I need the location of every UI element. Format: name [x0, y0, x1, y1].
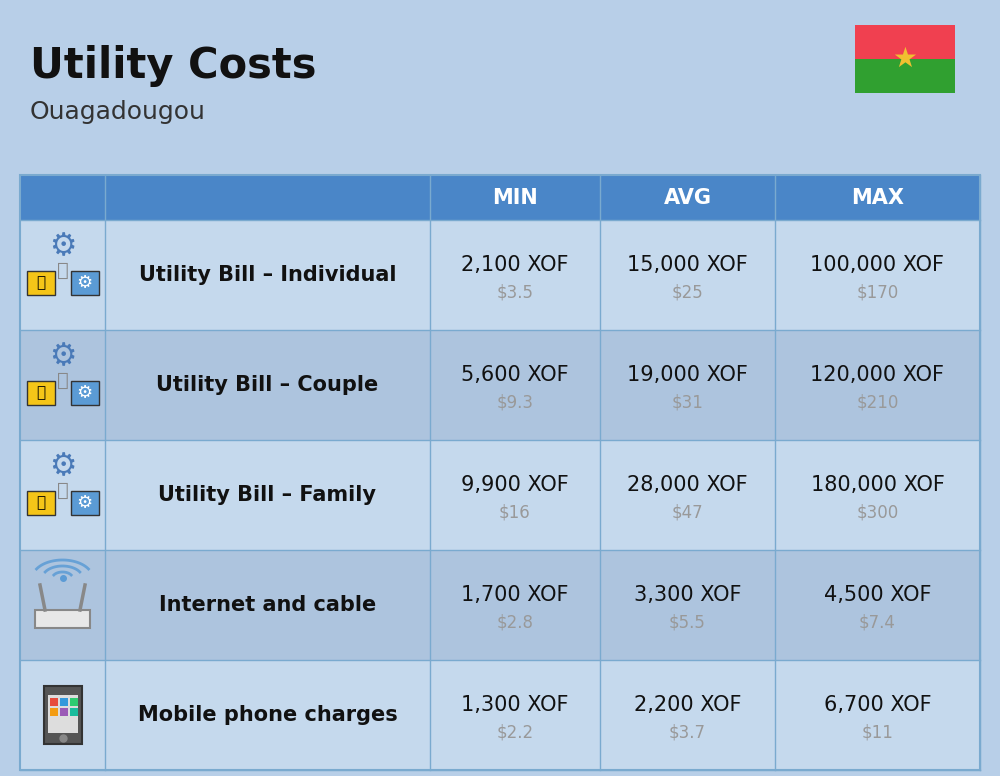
- Text: $5.5: $5.5: [669, 614, 706, 632]
- Text: $2.2: $2.2: [496, 724, 534, 742]
- Text: ⚙: ⚙: [76, 384, 93, 402]
- Bar: [35, 610, 90, 628]
- Bar: [70, 491, 98, 515]
- Text: Utility Bill – Family: Utility Bill – Family: [158, 485, 376, 505]
- Text: $25: $25: [672, 284, 703, 302]
- Text: $16: $16: [499, 504, 531, 522]
- Text: Mobile phone charges: Mobile phone charges: [138, 705, 397, 725]
- Bar: [855, 59, 955, 93]
- Text: 2,200 XOF: 2,200 XOF: [634, 695, 741, 715]
- Text: 👤: 👤: [57, 261, 68, 279]
- Bar: [50, 698, 58, 706]
- Text: 1,700 XOF: 1,700 XOF: [461, 585, 569, 605]
- Text: 👤: 👤: [57, 370, 68, 390]
- Text: 4,500 XOF: 4,500 XOF: [824, 585, 931, 605]
- Text: ⚙: ⚙: [49, 342, 76, 372]
- Text: $47: $47: [672, 504, 703, 522]
- Text: $9.3: $9.3: [496, 394, 534, 412]
- Bar: [26, 491, 54, 515]
- Bar: [855, 25, 955, 59]
- Text: 28,000 XOF: 28,000 XOF: [627, 475, 748, 495]
- Text: ⚙: ⚙: [49, 452, 76, 481]
- Text: Utility Bill – Couple: Utility Bill – Couple: [156, 375, 379, 395]
- Bar: [26, 271, 54, 295]
- Text: 100,000 XOF: 100,000 XOF: [810, 255, 944, 275]
- Bar: [20, 175, 980, 770]
- Text: 3,300 XOF: 3,300 XOF: [634, 585, 741, 605]
- Bar: [20, 660, 980, 770]
- Text: $210: $210: [856, 394, 899, 412]
- Text: Ouagadougou: Ouagadougou: [30, 100, 206, 124]
- Text: $3.7: $3.7: [669, 724, 706, 742]
- Text: 9,900 XOF: 9,900 XOF: [461, 475, 569, 495]
- Bar: [50, 708, 58, 716]
- Text: Utility Bill – Individual: Utility Bill – Individual: [139, 265, 396, 285]
- Text: MIN: MIN: [492, 188, 538, 207]
- Text: AVG: AVG: [664, 188, 712, 207]
- Bar: [70, 381, 98, 405]
- Text: $3.5: $3.5: [496, 284, 534, 302]
- Text: ⚙: ⚙: [76, 274, 93, 292]
- Text: $2.8: $2.8: [496, 614, 534, 632]
- Text: MAX: MAX: [851, 188, 904, 207]
- Bar: [70, 708, 78, 716]
- Text: 🔌: 🔌: [36, 386, 45, 400]
- Bar: [20, 220, 980, 330]
- Text: 15,000 XOF: 15,000 XOF: [627, 255, 748, 275]
- Bar: [48, 695, 78, 733]
- Text: Utility Costs: Utility Costs: [30, 45, 316, 87]
- Text: 👤: 👤: [57, 480, 68, 500]
- Text: ⚙: ⚙: [76, 494, 93, 512]
- Text: $300: $300: [856, 504, 899, 522]
- Text: 19,000 XOF: 19,000 XOF: [627, 365, 748, 385]
- Text: ★: ★: [893, 45, 917, 73]
- Text: 🔌: 🔌: [36, 496, 45, 511]
- Text: $170: $170: [856, 284, 899, 302]
- Text: 180,000 XOF: 180,000 XOF: [811, 475, 944, 495]
- Bar: [44, 686, 82, 744]
- Text: 5,600 XOF: 5,600 XOF: [461, 365, 569, 385]
- Text: 🔌: 🔌: [36, 275, 45, 290]
- Text: 2,100 XOF: 2,100 XOF: [461, 255, 569, 275]
- Bar: [26, 381, 54, 405]
- Text: $11: $11: [862, 724, 893, 742]
- Bar: [70, 271, 98, 295]
- Bar: [20, 440, 980, 550]
- Bar: [70, 698, 78, 706]
- Bar: [20, 330, 980, 440]
- Bar: [20, 550, 980, 660]
- Text: 1,300 XOF: 1,300 XOF: [461, 695, 569, 715]
- Text: 120,000 XOF: 120,000 XOF: [810, 365, 944, 385]
- Text: 6,700 XOF: 6,700 XOF: [824, 695, 931, 715]
- Text: $31: $31: [672, 394, 703, 412]
- Bar: [60, 698, 68, 706]
- Text: ⚙: ⚙: [49, 233, 76, 262]
- Text: Internet and cable: Internet and cable: [159, 595, 376, 615]
- Bar: [20, 175, 980, 220]
- Bar: [60, 708, 68, 716]
- Text: $7.4: $7.4: [859, 614, 896, 632]
